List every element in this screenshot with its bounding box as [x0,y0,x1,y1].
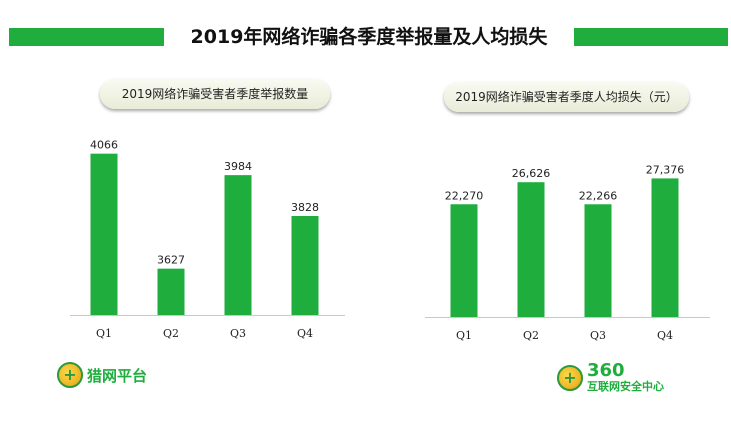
bar-q1 [90,153,118,315]
bar-q3 [224,175,252,315]
category-label-q2: Q2 [163,327,179,340]
data-label-q2: 26,626 [512,167,551,180]
title-bar-left-decoration [9,28,164,46]
chart2-loss-per-person: 22,270 Q1 26,626 Q2 22,266 Q3 27,376 Q4 [425,163,710,342]
data-label-q3: 22,266 [579,189,618,202]
bar-q2 [517,182,545,317]
360-logo-text: 互联网安全中心 [587,380,664,393]
chart1-reports-by-quarter: 4066 Q1 3627 Q2 3984 Q3 3828 Q4 [70,139,345,340]
category-label-q3: Q3 [590,329,606,342]
data-label-q4: 3828 [291,201,319,214]
page-title: 2019年网络诈骗各季度举报量及人均损失 [190,26,548,48]
bar-q1 [450,204,478,317]
shield-cross-icon: + [557,364,583,391]
data-label-q3: 3984 [224,160,252,173]
chart2-title: 2019网络诈骗受害者季度人均损失（元） [444,82,689,112]
category-label-q1: Q1 [456,329,472,342]
bar-q4 [291,216,319,315]
category-label-q4: Q4 [297,327,313,340]
360-logo-number: 360 [587,360,625,381]
data-label-q2: 3627 [157,254,185,267]
category-label-q2: Q2 [523,329,539,342]
category-label-q1: Q1 [96,327,112,340]
lieWang-logo: + 猎网平台 [57,362,147,388]
bar-q3 [584,204,612,317]
data-label-q1: 22,270 [445,189,484,202]
bar-q4 [651,178,679,317]
data-label-q1: 4066 [90,139,118,152]
360-logo: + 360 互联网安全中心 [557,362,664,393]
category-label-q4: Q4 [657,329,673,342]
category-label-q3: Q3 [230,327,246,340]
chart1-title: 2019网络诈骗受害者季度举报数量 [100,79,330,109]
lieWang-logo-text: 猎网平台 [87,366,148,385]
data-label-q4: 27,376 [646,163,685,176]
title-bar-right-decoration [574,28,728,46]
bar-q2 [157,268,185,315]
shield-cross-icon: + [57,362,83,388]
